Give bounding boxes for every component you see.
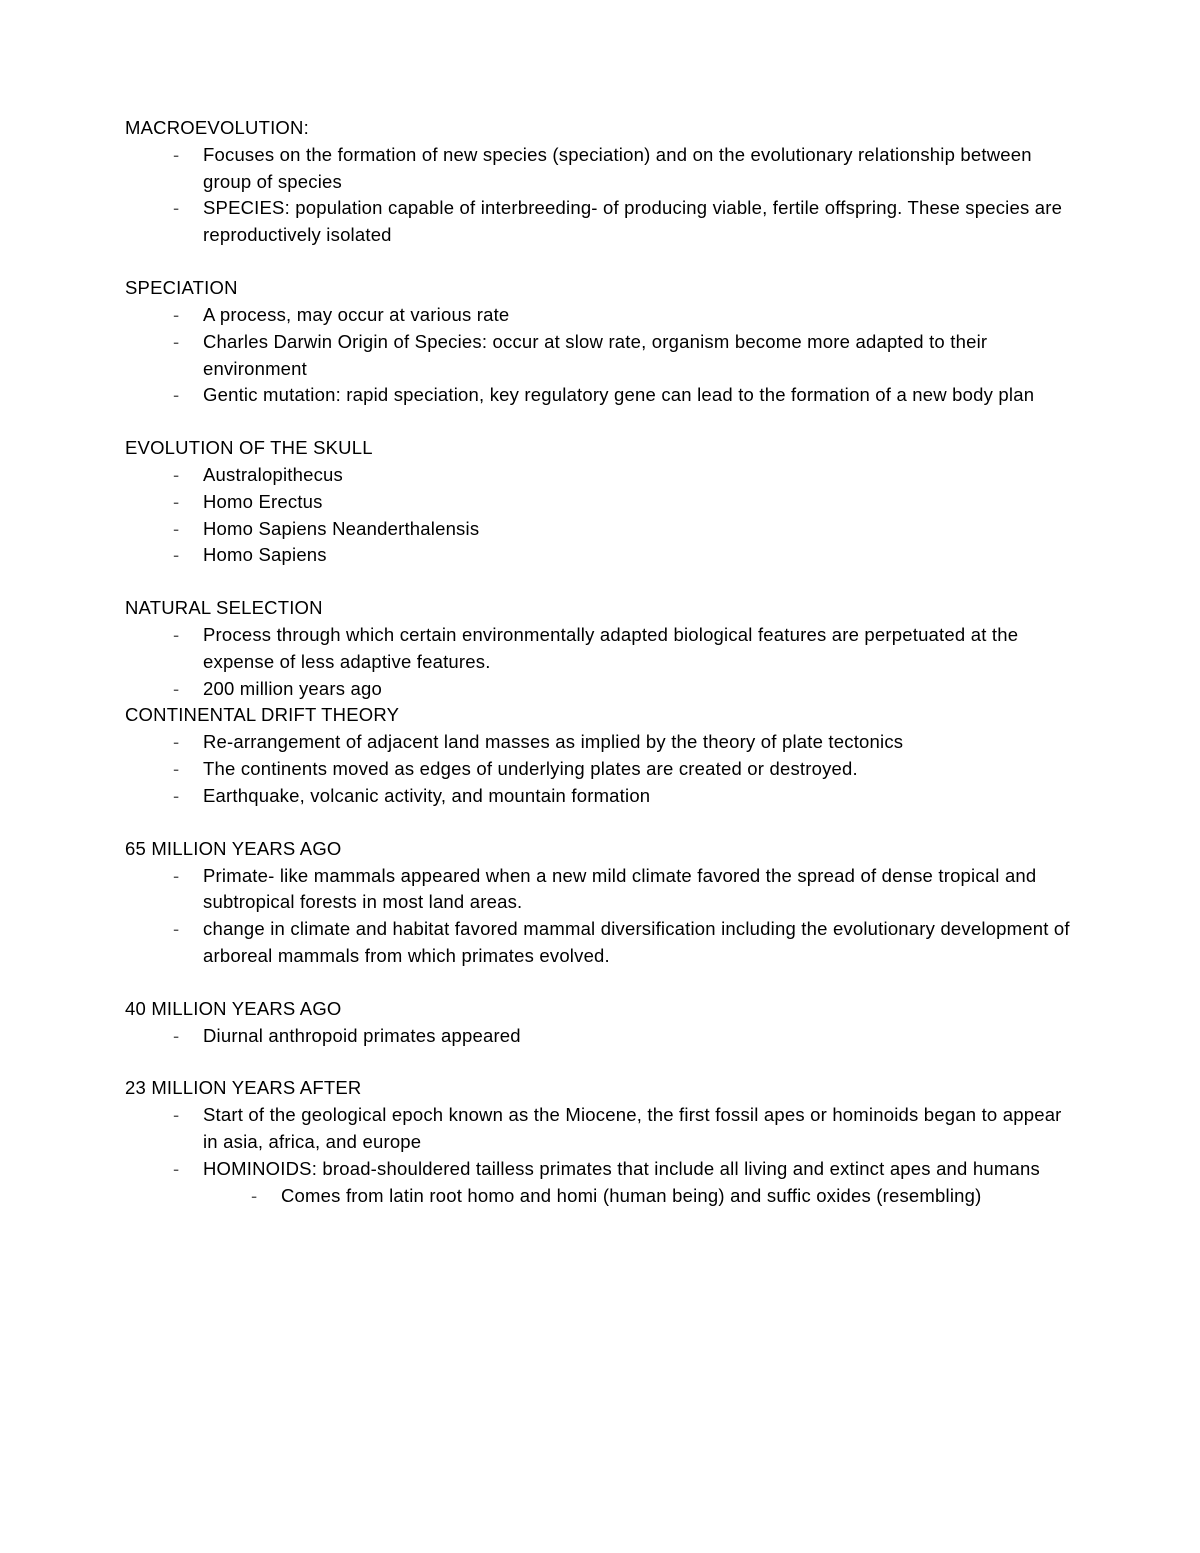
- section-40mya: 40 MILLION YEARS AGO Diurnal anthropoid …: [125, 996, 1075, 1050]
- list-item: Primate- like mammals appeared when a ne…: [173, 863, 1075, 917]
- list-item: Homo Sapiens Neanderthalensis: [173, 516, 1075, 543]
- list-evolution-skull: Australopithecus Homo Erectus Homo Sapie…: [125, 462, 1075, 569]
- heading-evolution-skull: EVOLUTION OF THE SKULL: [125, 435, 1075, 462]
- list-65mya: Primate- like mammals appeared when a ne…: [125, 863, 1075, 970]
- section-speciation: SPECIATION A process, may occur at vario…: [125, 275, 1075, 409]
- list-item: HOMINOIDS: broad-shouldered tailless pri…: [173, 1156, 1075, 1210]
- list-item-label: HOMINOIDS: broad-shouldered tailless pri…: [203, 1158, 1040, 1179]
- section-evolution-skull: EVOLUTION OF THE SKULL Australopithecus …: [125, 435, 1075, 569]
- list-item: 200 million years ago: [173, 676, 1075, 703]
- section-23mya: 23 MILLION YEARS AFTER Start of the geol…: [125, 1075, 1075, 1209]
- heading-macroevolution: MACROEVOLUTION:: [125, 115, 1075, 142]
- list-40mya: Diurnal anthropoid primates appeared: [125, 1023, 1075, 1050]
- list-23mya: Start of the geological epoch known as t…: [125, 1102, 1075, 1209]
- list-item: A process, may occur at various rate: [173, 302, 1075, 329]
- heading-40mya: 40 MILLION YEARS AGO: [125, 996, 1075, 1023]
- list-macroevolution: Focuses on the formation of new species …: [125, 142, 1075, 249]
- list-continental-drift: Re-arrangement of adjacent land masses a…: [125, 729, 1075, 809]
- list-item: Start of the geological epoch known as t…: [173, 1102, 1075, 1156]
- list-natural-selection: Process through which certain environmen…: [125, 622, 1075, 702]
- list-item: SPECIES: population capable of interbree…: [173, 195, 1075, 249]
- section-macroevolution: MACROEVOLUTION: Focuses on the formation…: [125, 115, 1075, 249]
- list-item: Homo Sapiens: [173, 542, 1075, 569]
- heading-continental-drift: CONTINENTAL DRIFT THEORY: [125, 702, 1075, 729]
- list-item: Process through which certain environmen…: [173, 622, 1075, 676]
- list-speciation: A process, may occur at various rate Cha…: [125, 302, 1075, 409]
- sublist-hominoids: Comes from latin root homo and homi (hum…: [203, 1183, 1075, 1210]
- list-item: Focuses on the formation of new species …: [173, 142, 1075, 196]
- heading-23mya: 23 MILLION YEARS AFTER: [125, 1075, 1075, 1102]
- list-item: Re-arrangement of adjacent land masses a…: [173, 729, 1075, 756]
- list-item: Australopithecus: [173, 462, 1075, 489]
- section-65mya: 65 MILLION YEARS AGO Primate- like mamma…: [125, 836, 1075, 970]
- section-continental-drift: CONTINENTAL DRIFT THEORY Re-arrangement …: [125, 702, 1075, 809]
- heading-speciation: SPECIATION: [125, 275, 1075, 302]
- list-item: Homo Erectus: [173, 489, 1075, 516]
- list-item: Comes from latin root homo and homi (hum…: [251, 1183, 1075, 1210]
- list-item: Diurnal anthropoid primates appeared: [173, 1023, 1075, 1050]
- heading-65mya: 65 MILLION YEARS AGO: [125, 836, 1075, 863]
- section-natural-selection: NATURAL SELECTION Process through which …: [125, 595, 1075, 702]
- list-item: Gentic mutation: rapid speciation, key r…: [173, 382, 1075, 409]
- list-item: The continents moved as edges of underly…: [173, 756, 1075, 783]
- list-item: Charles Darwin Origin of Species: occur …: [173, 329, 1075, 383]
- heading-natural-selection: NATURAL SELECTION: [125, 595, 1075, 622]
- list-item: Earthquake, volcanic activity, and mount…: [173, 783, 1075, 810]
- list-item: change in climate and habitat favored ma…: [173, 916, 1075, 970]
